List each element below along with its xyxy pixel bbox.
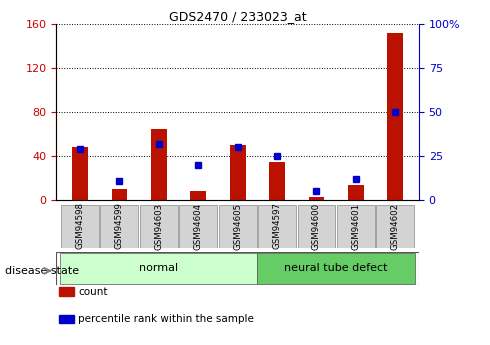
Text: normal: normal [139, 263, 178, 273]
FancyBboxPatch shape [61, 205, 99, 247]
FancyBboxPatch shape [257, 253, 415, 284]
Title: GDS2470 / 233023_at: GDS2470 / 233023_at [169, 10, 306, 23]
Text: percentile rank within the sample: percentile rank within the sample [78, 314, 254, 324]
Text: GSM94604: GSM94604 [194, 203, 203, 249]
Bar [309, 197, 324, 200]
Text: GSM94602: GSM94602 [391, 203, 400, 249]
FancyBboxPatch shape [297, 205, 335, 247]
Text: GSM94599: GSM94599 [115, 203, 124, 249]
FancyBboxPatch shape [219, 205, 257, 247]
Bar [269, 161, 285, 200]
FancyBboxPatch shape [376, 205, 414, 247]
Bar [190, 191, 206, 200]
Bar [112, 189, 127, 200]
Text: GSM94600: GSM94600 [312, 203, 321, 249]
FancyBboxPatch shape [140, 205, 178, 247]
FancyBboxPatch shape [100, 205, 138, 247]
Bar [230, 145, 245, 200]
Bar [72, 147, 88, 200]
FancyBboxPatch shape [179, 205, 217, 247]
Text: count: count [78, 287, 108, 296]
Text: disease state: disease state [5, 266, 79, 276]
FancyBboxPatch shape [258, 205, 296, 247]
FancyBboxPatch shape [337, 205, 375, 247]
Text: GSM94601: GSM94601 [351, 203, 360, 249]
Text: neural tube defect: neural tube defect [284, 263, 388, 273]
FancyBboxPatch shape [60, 253, 257, 284]
Bar [151, 129, 167, 200]
Bar [348, 185, 364, 200]
Bar [388, 33, 403, 200]
Text: GSM94605: GSM94605 [233, 203, 242, 249]
Text: GSM94598: GSM94598 [75, 203, 84, 249]
Text: GSM94597: GSM94597 [272, 203, 282, 249]
Text: GSM94603: GSM94603 [154, 203, 163, 249]
